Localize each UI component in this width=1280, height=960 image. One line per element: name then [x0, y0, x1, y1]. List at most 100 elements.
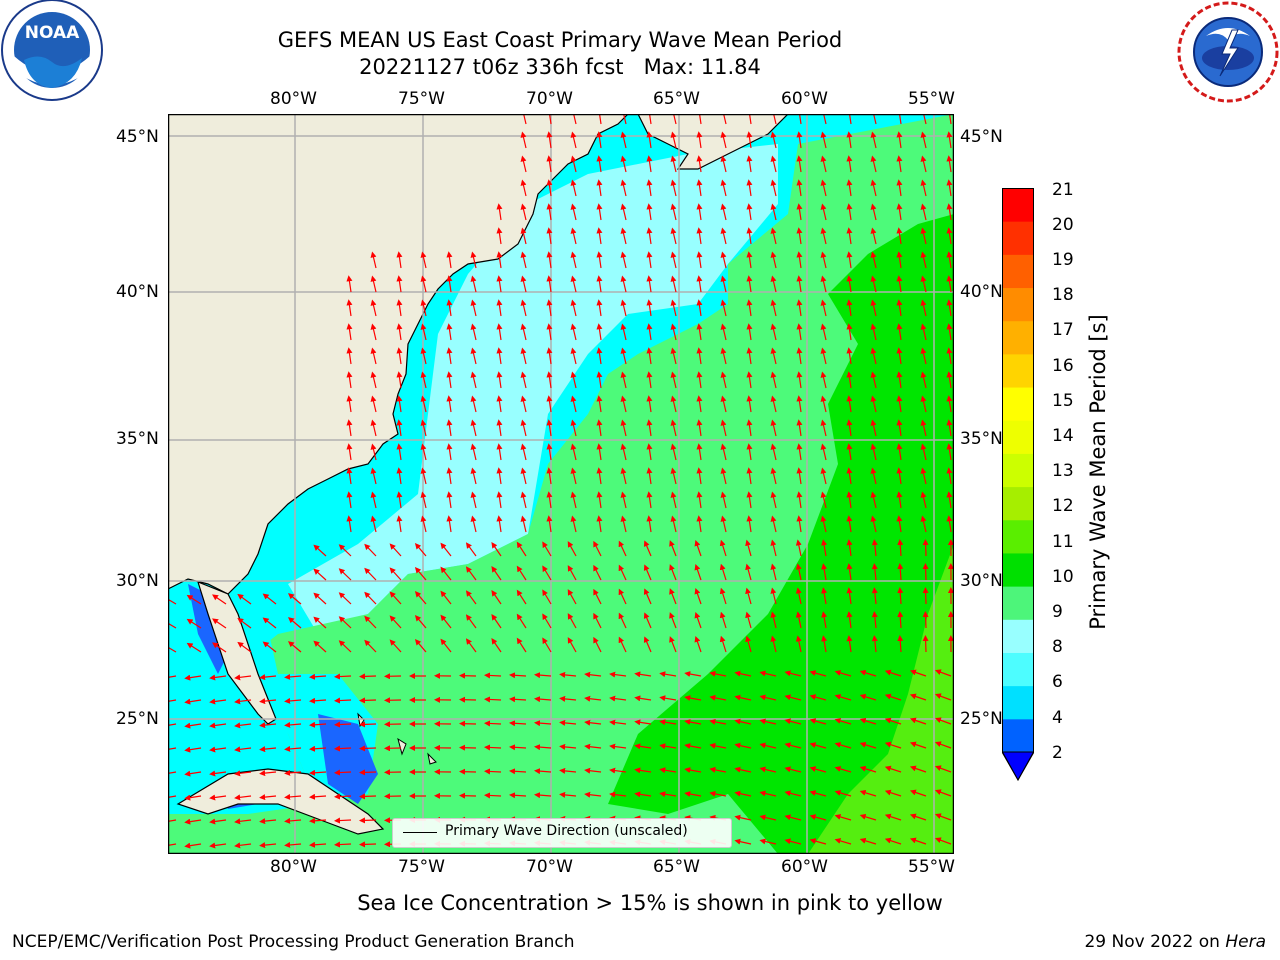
wave-arrow — [734, 766, 752, 773]
wave-arrow — [820, 251, 827, 269]
wave-arrow — [696, 395, 703, 413]
wave-arrow — [598, 114, 602, 125]
wave-arrow — [896, 227, 903, 245]
wave-arrow — [770, 611, 777, 629]
wave-arrow — [646, 491, 653, 509]
wave-arrow — [643, 564, 652, 581]
wave-arrow — [420, 419, 427, 437]
wave-arrow — [646, 467, 653, 485]
noaa-logo: NOAA — [1, 0, 103, 101]
wave-arrow — [618, 612, 627, 629]
wave-arrow — [440, 542, 452, 557]
wave-arrow — [516, 565, 527, 581]
wave-arrow — [746, 131, 753, 149]
wave-arrow — [795, 587, 802, 605]
wave-arrow — [920, 443, 927, 461]
wave-arrow — [748, 114, 752, 125]
wave-arrow — [284, 697, 302, 704]
wave-arrow — [570, 203, 577, 221]
wave-arrow — [414, 615, 427, 629]
wave-arrow — [920, 515, 927, 533]
wave-arrow — [609, 719, 627, 726]
wave-arrow — [284, 793, 302, 800]
wave-arrow — [884, 837, 902, 845]
wave-arrow — [396, 491, 403, 509]
wave-arrow — [370, 275, 377, 293]
wave-arrow — [796, 467, 803, 485]
colorbar-segment — [1002, 486, 1034, 521]
colorbar-tick: 6 — [1052, 672, 1063, 692]
wave-arrow — [643, 588, 652, 605]
wave-arrow — [920, 467, 927, 485]
wave-arrow — [440, 614, 452, 629]
wave-arrow — [346, 515, 353, 533]
wave-arrow — [520, 155, 527, 173]
map-canvas[interactable] — [167, 113, 955, 855]
colorbar-segment — [1002, 221, 1034, 255]
wave-arrow — [909, 693, 927, 701]
wave-arrow — [784, 838, 802, 845]
wave-arrow — [696, 467, 703, 485]
wave-arrow — [420, 347, 427, 365]
wave-arrow — [684, 767, 702, 773]
wave-arrow — [559, 743, 577, 750]
wave-arrow — [234, 842, 252, 849]
wave-arrow — [795, 611, 802, 629]
wave-arrow — [720, 203, 727, 221]
wave-arrow — [284, 769, 302, 776]
wave-arrow — [516, 637, 527, 653]
wave-arrow — [784, 742, 802, 749]
wave-arrow — [696, 515, 703, 533]
wave-arrow — [338, 544, 352, 557]
wave-arrow — [871, 635, 878, 653]
wave-arrow — [821, 587, 828, 605]
wave-arrow — [309, 721, 327, 728]
wave-arrow — [234, 770, 252, 777]
map-legend: Primary Wave Direction (unscaled) — [392, 818, 732, 848]
wave-arrow — [559, 791, 577, 798]
wave-arrow — [570, 515, 577, 533]
wave-arrow — [870, 227, 877, 245]
wave-arrow — [596, 467, 603, 485]
footer-date: 29 Nov 2022 on Hera — [1084, 932, 1266, 952]
colorbar-tick: 4 — [1052, 708, 1063, 728]
wave-arrow — [719, 539, 727, 557]
wave-arrow — [746, 467, 753, 485]
wave-arrow — [934, 669, 952, 677]
wave-arrow — [313, 640, 327, 653]
wave-arrow — [520, 179, 527, 197]
wave-arrow — [696, 323, 703, 341]
wave-arrow — [659, 719, 677, 726]
wave-arrow — [770, 419, 777, 437]
footer-machine: Hera — [1225, 932, 1266, 952]
wave-arrow — [809, 790, 827, 797]
wave-arrow — [596, 299, 603, 317]
wave-arrow — [346, 395, 353, 413]
wave-arrow — [820, 491, 827, 509]
wave-arrow — [646, 443, 653, 461]
lon-tick-top: 80°W — [270, 89, 317, 109]
wave-arrow — [262, 617, 277, 629]
wave-arrow — [809, 766, 827, 773]
wave-arrow — [770, 587, 777, 605]
wave-arrow — [496, 299, 503, 317]
wave-arrow — [709, 718, 727, 725]
wave-arrow — [520, 227, 527, 245]
wave-arrow — [820, 467, 827, 485]
wave-arrow — [346, 419, 353, 437]
wave-arrow — [209, 818, 227, 825]
wave-arrow — [546, 203, 553, 221]
wave-arrow — [620, 347, 627, 365]
map-panel[interactable] — [167, 113, 955, 855]
wave-arrow — [570, 443, 577, 461]
wave-arrow — [696, 275, 703, 293]
wave-arrow — [846, 299, 853, 317]
lon-tick-top: 60°W — [781, 89, 828, 109]
wave-arrow — [734, 694, 752, 701]
wave-arrow — [620, 515, 627, 533]
wave-arrow — [309, 841, 327, 848]
lon-tick-bottom: 55°W — [908, 857, 955, 877]
wave-arrow — [670, 179, 677, 197]
lon-tick-bottom: 65°W — [653, 857, 700, 877]
wave-arrow — [334, 817, 352, 824]
